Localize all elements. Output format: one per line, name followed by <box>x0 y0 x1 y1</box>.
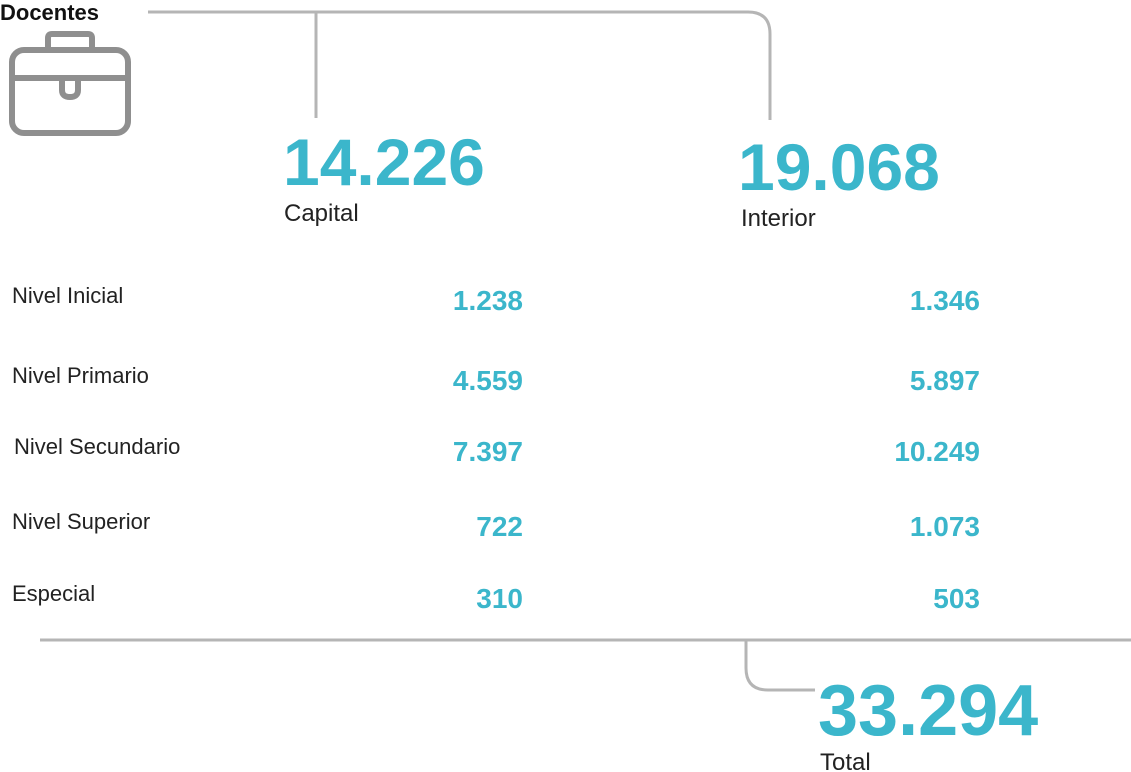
row-label: Nivel Inicial <box>12 283 123 308</box>
row-value: 1.346 <box>910 285 980 316</box>
interior-label: Interior <box>741 205 816 232</box>
row-value: 7.397 <box>453 436 523 467</box>
row-label: Nivel Secundario <box>14 434 180 459</box>
row-value: 5.897 <box>910 365 980 396</box>
interior-total: 19.068 <box>738 130 940 204</box>
row-value: 310 <box>476 583 523 614</box>
capital-label: Capital <box>284 200 359 227</box>
row-label: Nivel Primario <box>12 363 149 388</box>
capital-total: 14.226 <box>283 125 485 199</box>
connector <box>148 10 772 120</box>
row-value: 722 <box>476 511 523 542</box>
briefcase-icon <box>9 31 131 136</box>
total-label: Total <box>820 749 871 772</box>
row-label: Especial <box>12 581 95 606</box>
connector <box>744 640 815 692</box>
row-value: 503 <box>933 583 980 614</box>
row-value: 10.249 <box>894 436 980 467</box>
row-value: 1.073 <box>910 511 980 542</box>
row-value: 4.559 <box>453 365 523 396</box>
title: Docentes <box>0 0 99 25</box>
grand-total: 33.294 <box>818 671 1038 751</box>
row-value: 1.238 <box>453 285 523 316</box>
row-label: Nivel Superior <box>12 509 150 534</box>
